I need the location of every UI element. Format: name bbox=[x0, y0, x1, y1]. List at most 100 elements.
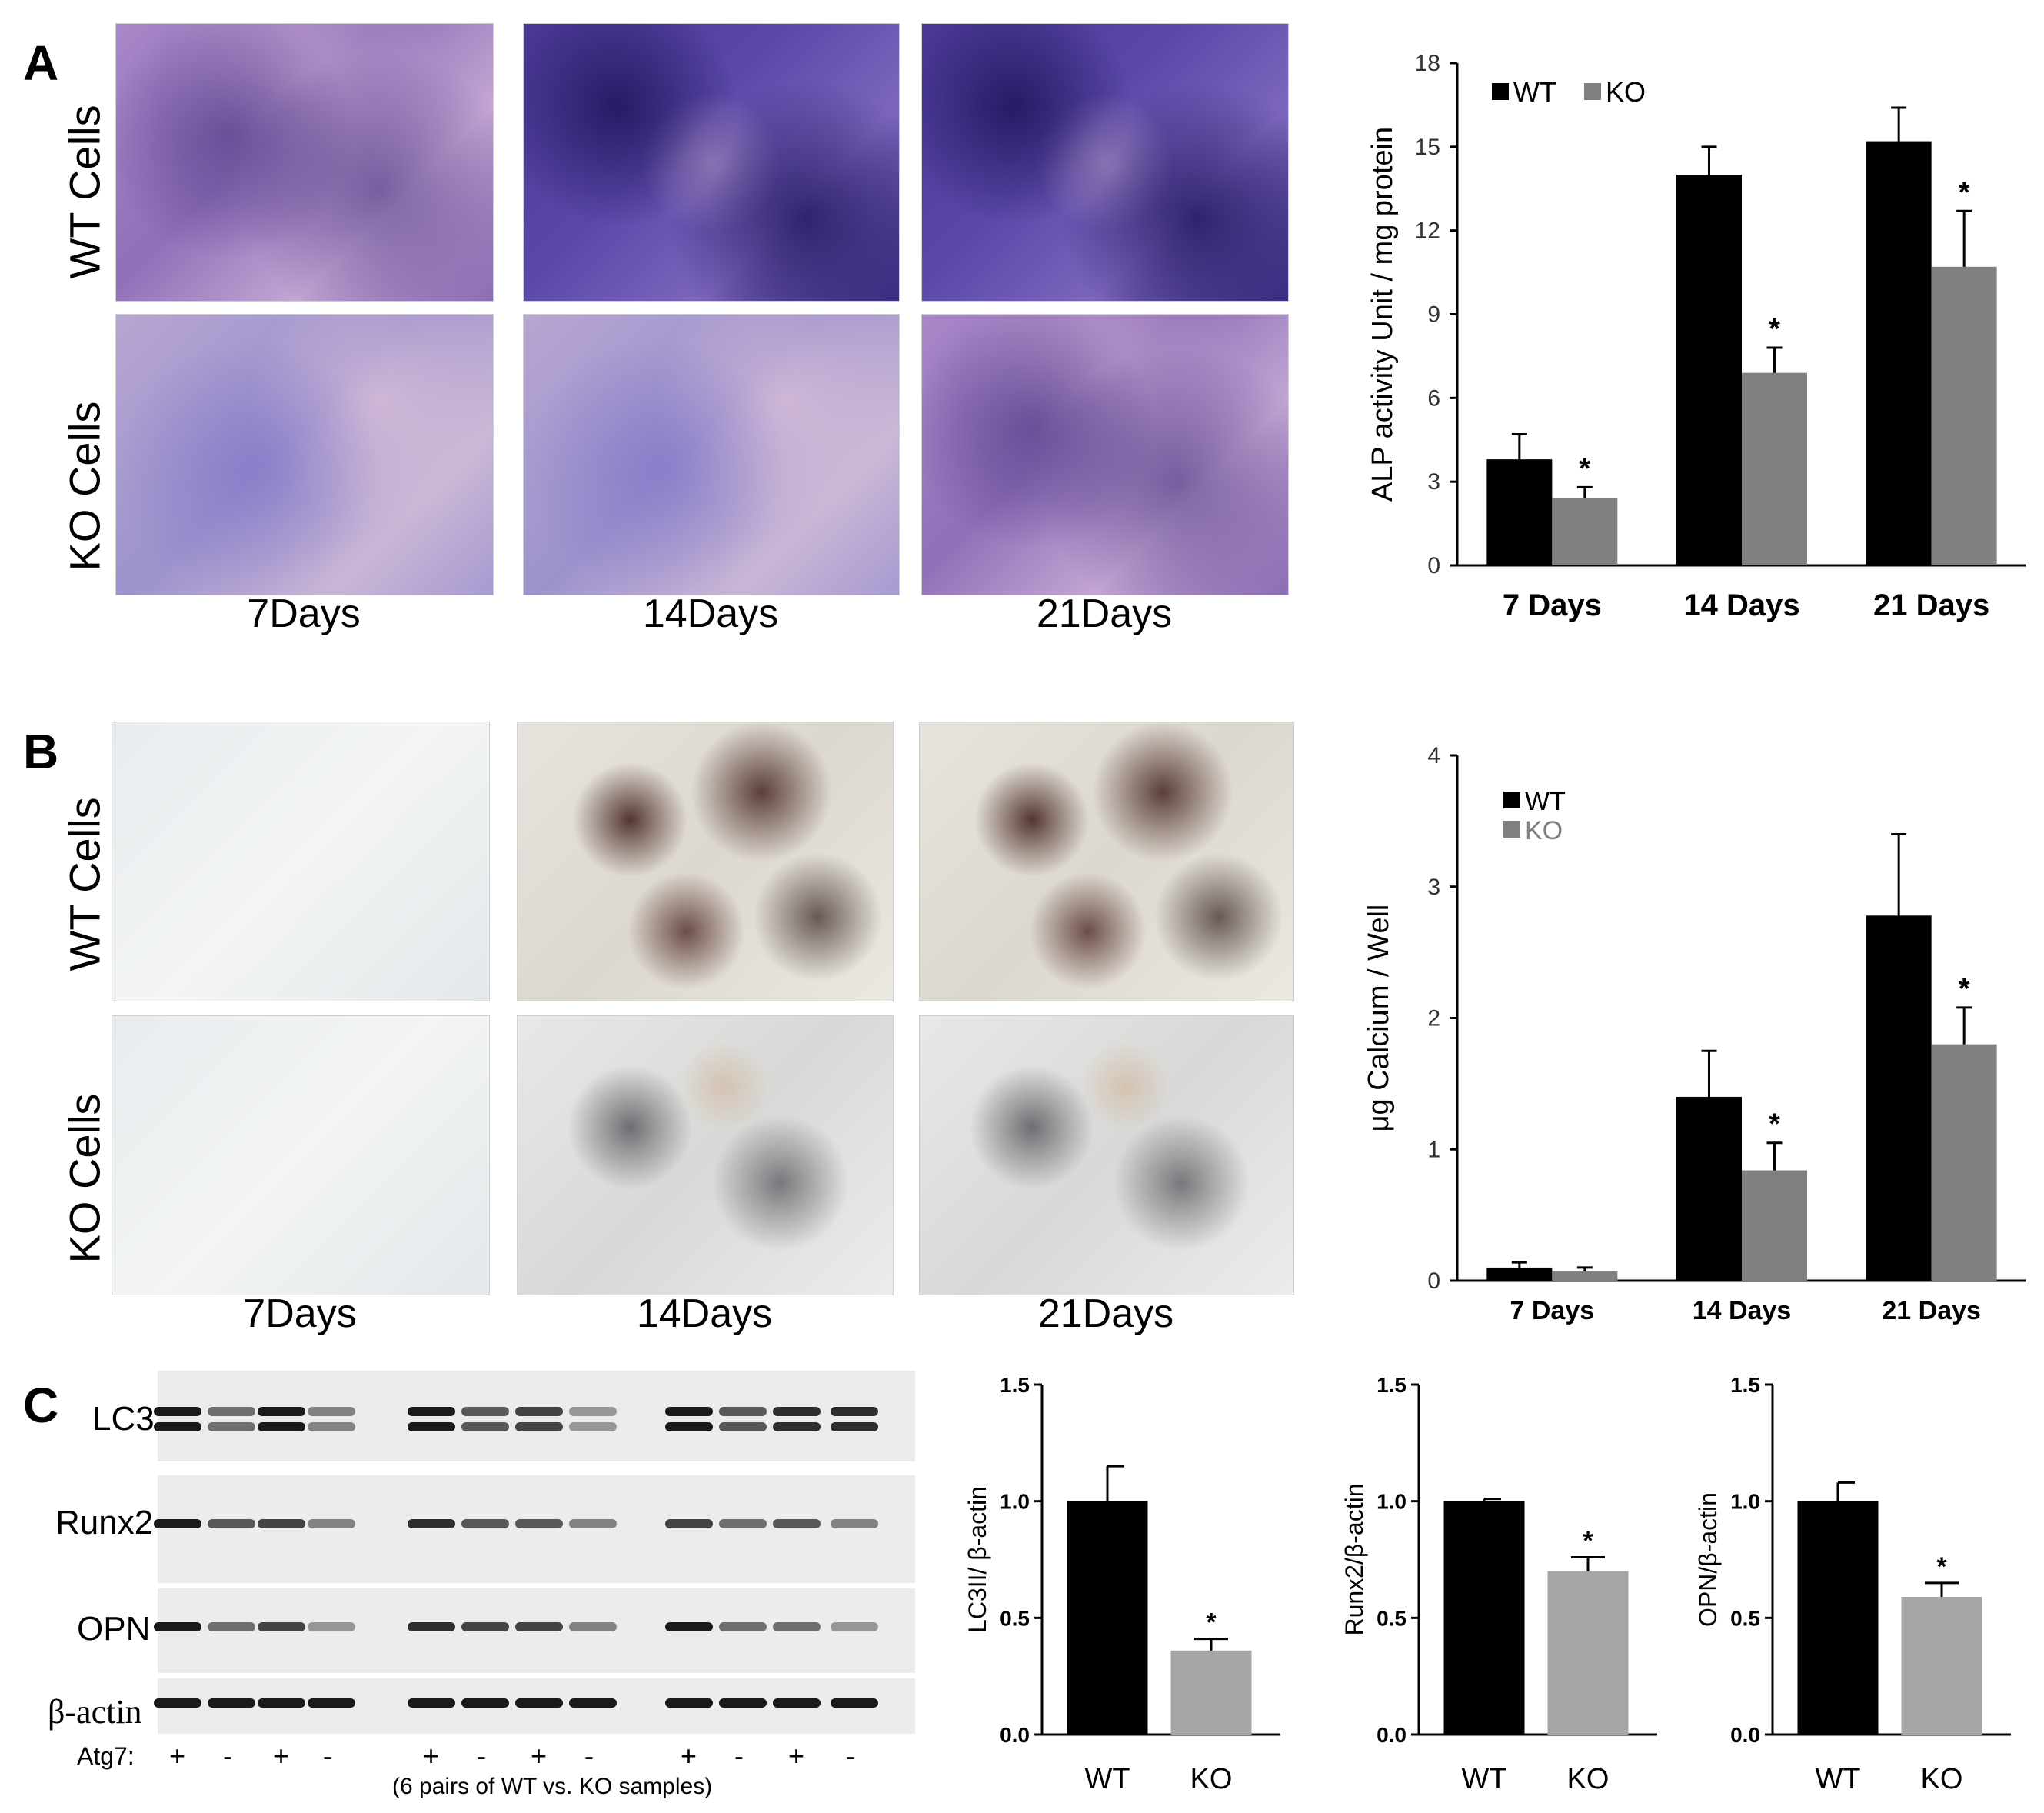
blot-band bbox=[665, 1698, 713, 1708]
bar-ko bbox=[1931, 266, 1997, 565]
x-tick-label: 21 Days bbox=[1873, 588, 1989, 622]
alp-stain-wt-7days bbox=[115, 23, 494, 302]
y-axis-label: LC3II/ β-actin bbox=[964, 1486, 991, 1633]
atg7-sign: + bbox=[273, 1740, 290, 1771]
blot-band bbox=[665, 1621, 713, 1631]
blot-band bbox=[515, 1422, 563, 1432]
legend-swatch-ko bbox=[1503, 821, 1520, 838]
blot-band bbox=[408, 1698, 455, 1708]
alp-stain-ko-21days bbox=[921, 314, 1289, 595]
blot-band bbox=[308, 1519, 355, 1528]
y-axis-label: OPN/β-actin bbox=[1694, 1492, 1722, 1627]
significance-marker: * bbox=[1583, 1526, 1593, 1555]
blot-band bbox=[461, 1407, 509, 1417]
opn-quant-chart: 0.0 0.5 1.0 1.5 OPN/β-actin WT * KO bbox=[1694, 1373, 2011, 1795]
blot-band bbox=[408, 1621, 455, 1631]
blot-band bbox=[258, 1519, 305, 1528]
blot-band bbox=[408, 1519, 455, 1528]
legend-label-ko: KO bbox=[1606, 76, 1646, 108]
panel-b-col-label-14days: 14Days bbox=[636, 1291, 773, 1336]
atg7-sign: - bbox=[477, 1740, 486, 1771]
y-tick-label: 0.5 bbox=[1000, 1606, 1030, 1630]
blot-band bbox=[308, 1422, 355, 1432]
y-tick-label: 0.0 bbox=[1377, 1723, 1406, 1747]
blot-band bbox=[831, 1621, 878, 1631]
bar-wt bbox=[1676, 1096, 1742, 1281]
y-tick-label: 1 bbox=[1427, 1137, 1440, 1162]
significance-marker: * bbox=[1959, 973, 1970, 1005]
panel-b-col-label-21days: 21Days bbox=[1037, 1291, 1174, 1336]
significance-marker: * bbox=[1959, 176, 1970, 208]
blot-band bbox=[208, 1407, 255, 1417]
alp-stain-ko-14days bbox=[523, 314, 900, 595]
lc3-quant-chart: 0.0 0.5 1.0 1.5 LC3II/ β-actin WT * KO bbox=[964, 1373, 1280, 1795]
blot-band bbox=[773, 1519, 821, 1528]
y-axis-label: Runx2/β-actin bbox=[1340, 1483, 1368, 1635]
y-tick-label: 15 bbox=[1415, 135, 1440, 160]
y-tick-label: 4 bbox=[1427, 743, 1440, 768]
bar-wt bbox=[1486, 459, 1553, 565]
bar-wt bbox=[1797, 1501, 1879, 1735]
y-tick-label: 1.5 bbox=[1000, 1373, 1030, 1397]
y-tick-label: 6 bbox=[1427, 385, 1440, 411]
bar-wt bbox=[1866, 915, 1932, 1281]
atg7-sign: + bbox=[681, 1740, 697, 1771]
y-tick-label: 18 bbox=[1415, 51, 1440, 76]
blot-band bbox=[665, 1407, 713, 1417]
blot-band bbox=[569, 1407, 617, 1417]
blot-label-lc3: LC3 bbox=[92, 1400, 155, 1438]
blot-band bbox=[208, 1698, 255, 1708]
blot-band bbox=[408, 1407, 455, 1417]
y-tick-label: 1.5 bbox=[1377, 1373, 1406, 1397]
x-tick-label: 21 Days bbox=[1882, 1296, 1981, 1325]
blot-band bbox=[515, 1698, 563, 1708]
significance-marker: * bbox=[1769, 1108, 1780, 1141]
runx2-blot bbox=[158, 1475, 915, 1583]
bar-ko bbox=[1931, 1044, 1997, 1281]
blot-band bbox=[665, 1519, 713, 1528]
calcium-chart: 0 1 2 3 4 μg Calcium / Well 7 Days * 14 Days * 21 … bbox=[1363, 743, 2026, 1325]
blot-band bbox=[773, 1407, 821, 1417]
blot-band bbox=[569, 1422, 617, 1432]
bar-ko bbox=[1552, 498, 1618, 565]
panel-c-label: C bbox=[23, 1378, 59, 1433]
x-tick-label: KO bbox=[1190, 1763, 1233, 1795]
blot-label-opn: OPN bbox=[77, 1610, 151, 1648]
y-tick-label: 0 bbox=[1427, 553, 1440, 578]
blot-band bbox=[208, 1519, 255, 1528]
y-tick-label: 0.5 bbox=[1730, 1606, 1760, 1630]
atg7-sign: - bbox=[223, 1740, 232, 1771]
atg7-sign: + bbox=[169, 1740, 186, 1771]
blot-band bbox=[461, 1621, 509, 1631]
x-tick-label: 14 Days bbox=[1693, 1296, 1792, 1325]
blot-band bbox=[154, 1407, 201, 1417]
blot-band bbox=[773, 1621, 821, 1631]
significance-marker: * bbox=[1206, 1608, 1217, 1638]
panel-b-label: B bbox=[23, 724, 59, 779]
alizarin-stain-wt-14days bbox=[517, 722, 894, 1001]
bar-wt bbox=[1443, 1501, 1525, 1735]
y-tick-label: 3 bbox=[1427, 469, 1440, 495]
alizarin-stain-wt-7days bbox=[112, 722, 490, 1001]
panel-b-col-label-7days: 7Days bbox=[243, 1291, 357, 1336]
blot-band bbox=[719, 1519, 767, 1528]
blot-band bbox=[308, 1621, 355, 1631]
y-axis-label: μg Calcium / Well bbox=[1363, 905, 1395, 1132]
x-tick-label: 7 Days bbox=[1503, 588, 1602, 622]
blot-band bbox=[665, 1422, 713, 1432]
y-tick-label: 1.0 bbox=[1000, 1490, 1030, 1514]
blot-band bbox=[831, 1407, 878, 1417]
blot-band bbox=[154, 1519, 201, 1528]
x-tick-label: WT bbox=[1084, 1763, 1130, 1795]
y-tick-label: 2 bbox=[1427, 1006, 1440, 1031]
alp-stain-wt-14days bbox=[523, 23, 900, 302]
blot-band bbox=[569, 1519, 617, 1528]
blot-band bbox=[258, 1407, 305, 1417]
x-tick-label: 7 Days bbox=[1510, 1296, 1595, 1325]
legend-label-ko: KO bbox=[1525, 816, 1563, 845]
blot-band bbox=[208, 1621, 255, 1631]
blot-band bbox=[773, 1698, 821, 1708]
blot-label-beta-actin: β-actin bbox=[48, 1693, 142, 1731]
y-tick-label: 1.0 bbox=[1730, 1490, 1760, 1514]
atg7-sign: - bbox=[734, 1740, 744, 1771]
